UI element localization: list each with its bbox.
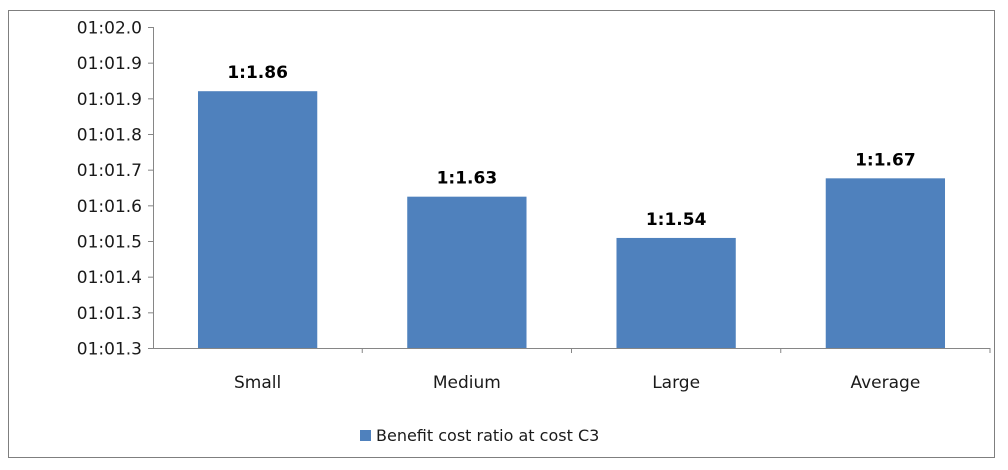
- bar: [825, 178, 946, 348]
- x-category-label: Medium: [433, 373, 501, 393]
- bar: [407, 196, 527, 348]
- x-category-label: Average: [850, 373, 920, 393]
- legend: Benefit cost ratio at cost C3: [360, 426, 599, 445]
- y-tick-label: 01:01.8: [77, 126, 142, 146]
- bar: [616, 237, 736, 348]
- bars: [197, 91, 946, 348]
- y-tick-label: 01:01.6: [77, 197, 142, 217]
- x-axis-labels: Small Medium Large Average: [234, 348, 991, 393]
- data-label: 1:1.63: [437, 169, 498, 189]
- data-labels: 1:1.86 1:1.63 1:1.54 1:1.67: [227, 63, 915, 230]
- data-label: 1:1.54: [646, 210, 707, 230]
- y-tick-label: 01:01.7: [77, 161, 142, 181]
- x-category-label: Large: [652, 373, 700, 393]
- y-tick-label: 01:01.4: [77, 268, 142, 288]
- data-label: 1:1.86: [227, 63, 288, 83]
- y-axis-ticks: 01:02.0 01:01.9 01:01.9 01:01.8 01:01.7 01:01…: [77, 19, 153, 360]
- x-category-label: Small: [234, 373, 281, 393]
- y-tick-label: 01:01.3: [77, 340, 142, 360]
- y-tick-label: 01:01.3: [77, 304, 142, 324]
- legend-swatch: [360, 430, 371, 441]
- y-tick-label: 01:01.9: [77, 54, 142, 74]
- data-label: 1:1.67: [855, 150, 916, 170]
- legend-label: Benefit cost ratio at cost C3: [376, 426, 599, 445]
- bar: [197, 91, 318, 348]
- y-tick-label: 01:01.5: [77, 233, 142, 253]
- y-tick-label: 01:01.9: [77, 90, 142, 110]
- y-tick-label: 01:02.0: [77, 19, 142, 39]
